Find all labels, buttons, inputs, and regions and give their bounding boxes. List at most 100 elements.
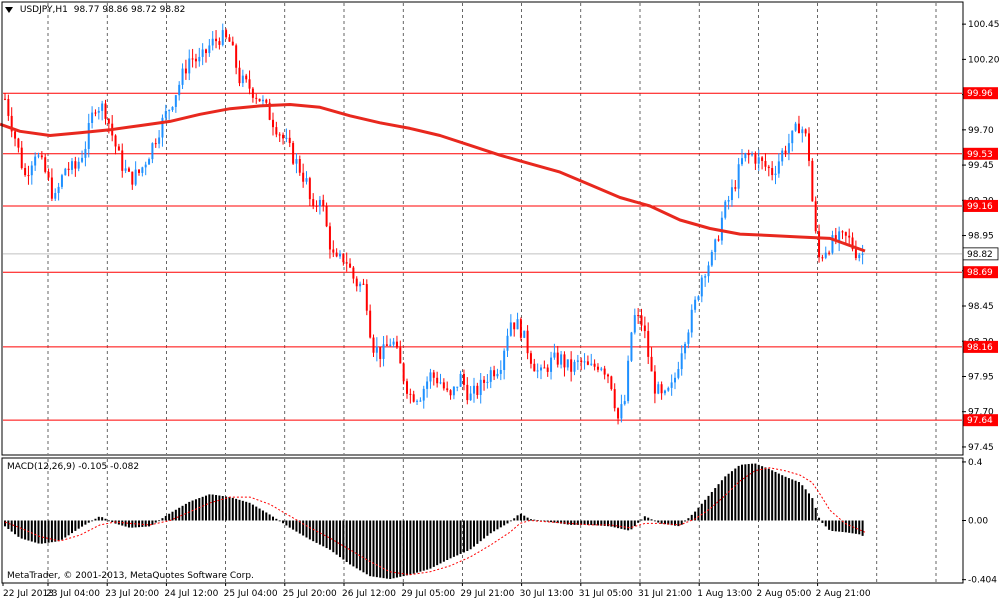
candle-body — [754, 154, 757, 164]
macd-histogram-bar — [211, 494, 214, 521]
candle-body — [439, 382, 442, 384]
candle-body — [359, 283, 362, 287]
macd-histogram-bar — [566, 520, 569, 525]
candle-body — [627, 360, 630, 402]
macd-histogram-bar — [747, 464, 750, 521]
macd-histogram-bar — [489, 520, 492, 534]
candle-body — [771, 168, 774, 176]
macd-histogram-bar — [831, 520, 834, 531]
candle-body — [308, 178, 311, 200]
macd-histogram-bar — [426, 520, 429, 570]
macd-histogram-bar — [787, 478, 790, 521]
candle-body — [801, 129, 804, 134]
macd-histogram-bar — [593, 520, 596, 526]
candle-body — [784, 150, 787, 153]
macd-histogram-bar — [509, 520, 512, 522]
candle-body — [653, 371, 656, 394]
candle-body — [623, 401, 626, 405]
time-axis-label: 2 Aug 05:00 — [756, 589, 811, 599]
macd-histogram-bar — [834, 520, 837, 532]
candle-body — [221, 30, 224, 45]
macd-histogram-bar — [184, 503, 187, 521]
candle-body — [436, 377, 439, 384]
candle-body — [704, 276, 707, 278]
macd-histogram-bar — [536, 520, 539, 521]
macd-histogram-bar — [375, 520, 378, 578]
candle-body — [610, 376, 613, 390]
time-axis-label: 1 Aug 13:00 — [697, 589, 752, 599]
macd-histogram-bar — [452, 520, 455, 557]
candle-body — [241, 75, 244, 84]
candle-body — [674, 377, 676, 383]
macd-histogram-bar — [30, 520, 33, 542]
time-axis-label: 30 Jul 13:00 — [520, 589, 574, 599]
candle-body — [526, 330, 529, 354]
macd-histogram-bar — [369, 520, 372, 577]
candle-body — [442, 382, 445, 389]
candle-body — [184, 68, 187, 74]
macd-histogram-bar — [148, 520, 151, 527]
candle-body — [804, 129, 807, 134]
macd-histogram-bar — [479, 520, 482, 542]
candle-body — [446, 388, 449, 391]
candle-body — [238, 67, 241, 84]
candle-body — [265, 99, 268, 103]
candle-body — [134, 169, 137, 185]
macd-histogram-bar — [550, 520, 553, 523]
candle-body — [298, 159, 301, 173]
macd-histogram-bar — [781, 475, 784, 521]
macd-histogram-bar — [54, 520, 57, 542]
candle-body — [161, 117, 164, 138]
candle-body — [20, 147, 23, 169]
time-axis-label: 31 Jul 05:00 — [579, 589, 633, 599]
macd-histogram-bar — [322, 520, 325, 547]
macd-histogram-bar — [657, 520, 660, 523]
time-axis-label: 29 Jul 05:00 — [401, 589, 455, 599]
macd-histogram-bar — [751, 463, 754, 521]
candle-body — [422, 388, 425, 401]
triangle-down-icon[interactable] — [5, 6, 13, 13]
candle-body — [231, 41, 234, 46]
macd-histogram-bar — [844, 520, 847, 533]
candle-body — [697, 296, 700, 300]
macd-histogram-bar — [308, 520, 311, 540]
candle-body — [483, 379, 486, 383]
macd-histogram-bar — [238, 499, 241, 521]
candlestick-series — [4, 23, 864, 425]
candle-body — [77, 161, 80, 169]
candle-body — [643, 325, 646, 332]
macd-label: MACD(12,26,9) -0.105 -0.082 — [7, 462, 140, 472]
level-label: 99.96 — [967, 89, 993, 99]
macd-header: MACD(12,26,9) -0.105 -0.082 — [7, 462, 139, 472]
macd-axis-label: 0.00 — [968, 517, 988, 527]
macd-histogram-bar — [37, 520, 40, 544]
candle-body — [751, 154, 754, 156]
macd-histogram-bar — [797, 482, 800, 521]
candle-body — [174, 95, 177, 107]
macd-histogram-bar — [600, 520, 603, 526]
macd-histogram-bar — [285, 520, 288, 526]
macd-histogram-bar — [674, 520, 676, 526]
candle-body — [10, 115, 13, 132]
candle-body — [81, 157, 84, 162]
candle-body — [302, 172, 305, 182]
macd-histogram-bar — [580, 520, 583, 525]
candle-body — [154, 143, 157, 145]
candle-body — [724, 201, 727, 218]
macd-histogram-bar — [741, 464, 743, 521]
candle-body — [479, 379, 482, 395]
candle-body — [84, 148, 87, 158]
candle-body — [523, 330, 526, 338]
macd-histogram-bar — [168, 513, 171, 521]
macd-histogram-bar — [365, 520, 368, 575]
candle-body — [781, 150, 784, 162]
macd-histogram-bar — [87, 520, 90, 523]
macd-histogram-bar — [811, 498, 814, 521]
candle-body — [821, 257, 824, 259]
macd-histogram-bar — [473, 520, 475, 547]
candle-body — [402, 363, 405, 382]
macd-histogram-bar — [282, 520, 285, 524]
macd-histogram-bar — [218, 495, 221, 521]
candle-body — [563, 354, 566, 368]
